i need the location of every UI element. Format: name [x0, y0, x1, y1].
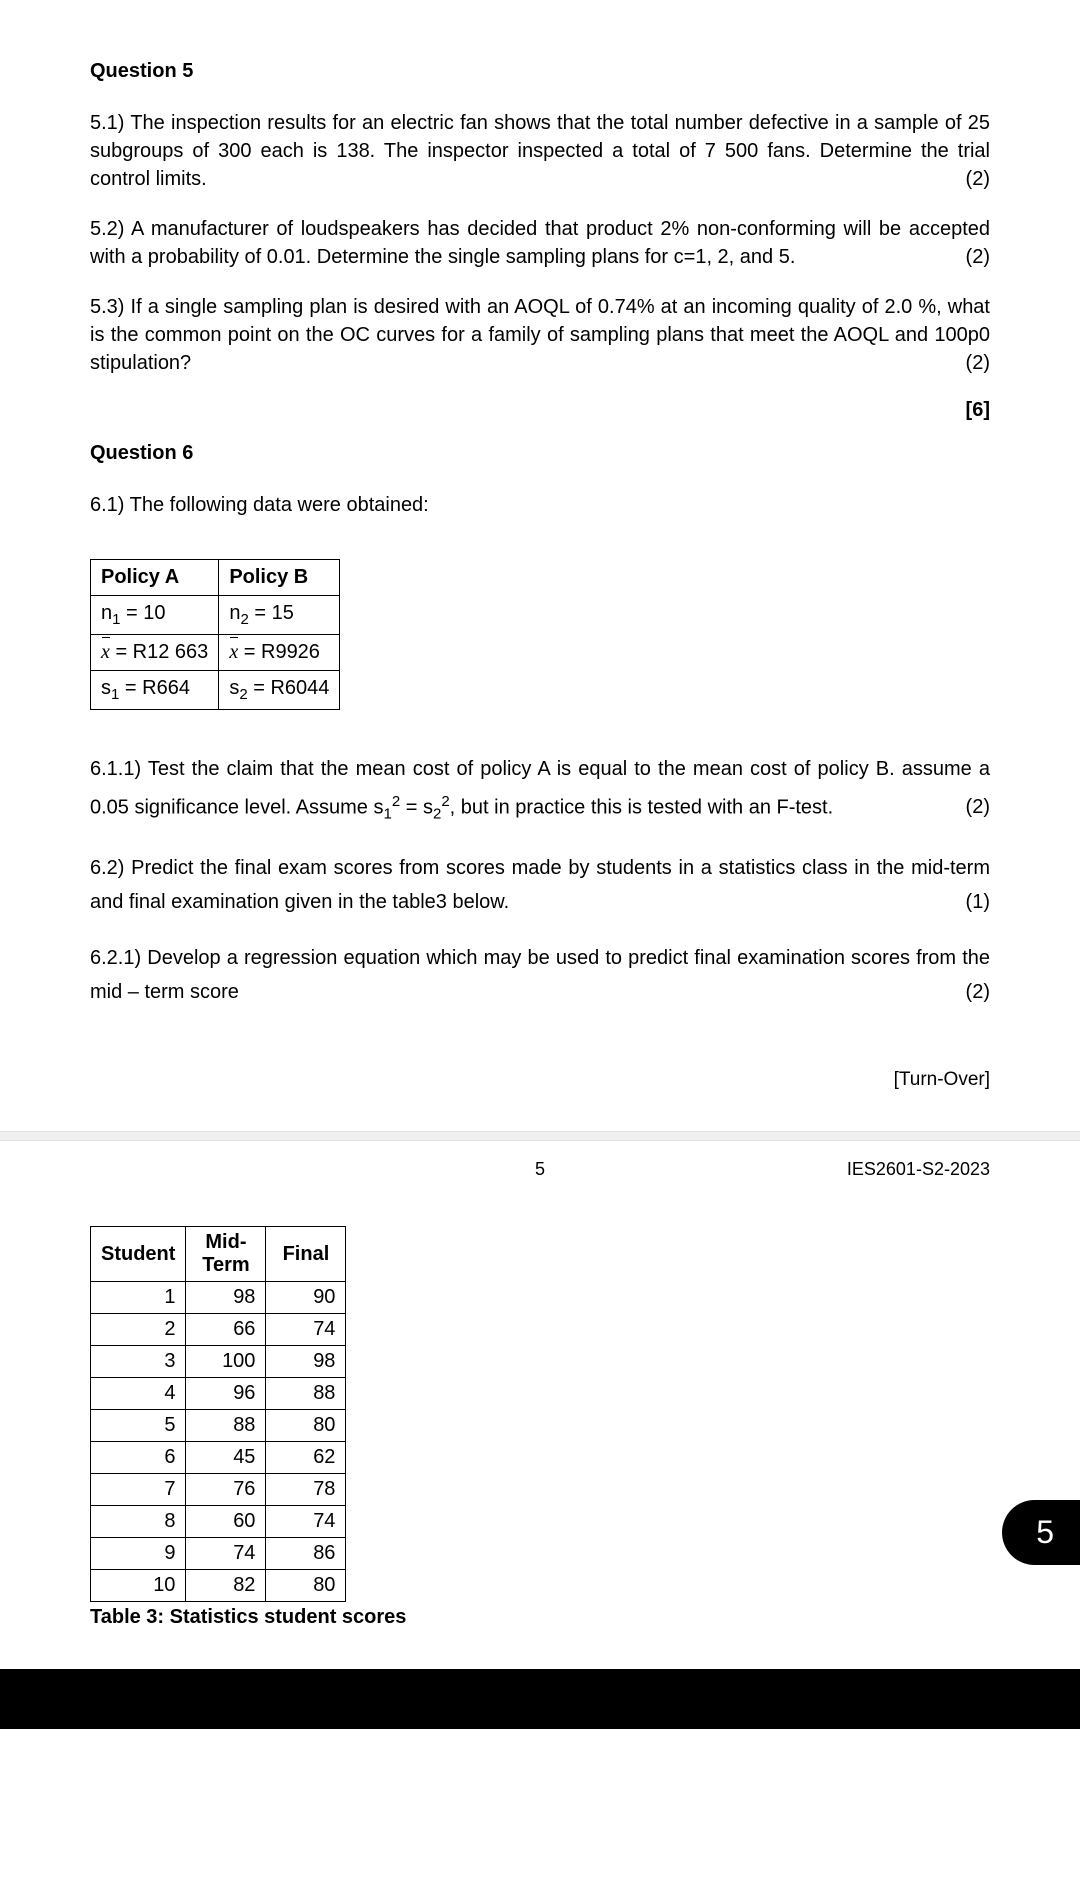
table-cell: 1 — [91, 1282, 186, 1314]
table-cell: 74 — [266, 1314, 346, 1346]
q6-2-para: 6.2) Predict the final exam scores from … — [90, 851, 990, 919]
table-cell: 8 — [91, 1506, 186, 1538]
table-cell: 4 — [91, 1378, 186, 1410]
q5-heading: Question 5 — [90, 60, 990, 83]
table-row: 19890 — [91, 1282, 346, 1314]
table-cell: 7 — [91, 1474, 186, 1506]
turn-over: [Turn-Over] — [90, 1069, 990, 1091]
table-cell: 60 — [186, 1506, 266, 1538]
q62-text: 6.2) Predict the final exam scores from … — [90, 857, 990, 913]
q6-2-1-para: 6.2.1) Develop a regression equation whi… — [90, 941, 990, 1009]
page-upper: Question 5 5.1) The inspection results f… — [0, 0, 1080, 1131]
page-lower: Student Mid-Term Final 19890266743100984… — [0, 1210, 1080, 1669]
table-cell: 10 — [91, 1570, 186, 1602]
table-row: 77678 — [91, 1474, 346, 1506]
table-cell: 74 — [266, 1506, 346, 1538]
table-cell: 88 — [266, 1378, 346, 1410]
q6-heading: Question 6 — [90, 442, 990, 465]
table-cell: 86 — [266, 1538, 346, 1570]
table-cell: 74 — [186, 1538, 266, 1570]
scores-h-final: Final — [266, 1227, 346, 1282]
q5-3-marks: (2) — [966, 349, 990, 377]
scores-table: Student Mid-Term Final 19890266743100984… — [90, 1226, 346, 1602]
table-cell: 62 — [266, 1442, 346, 1474]
table-cell: 90 — [266, 1282, 346, 1314]
table-cell: 66 — [186, 1314, 266, 1346]
q621-text: 6.2.1) Develop a regression equation whi… — [90, 947, 990, 1003]
table-cell: 96 — [186, 1378, 266, 1410]
q5-total: [6] — [90, 399, 990, 422]
policy-a-s: s1 = R664 — [91, 671, 219, 710]
q5-2-text: 5.2) A manufacturer of loudspeakers has … — [90, 218, 990, 268]
table-cell: 80 — [266, 1410, 346, 1442]
table-row: 86074 — [91, 1506, 346, 1538]
q611-c: , but in practice this is tested with an… — [450, 797, 834, 819]
page-break — [0, 1131, 1080, 1141]
q5-3-text: 5.3) If a single sampling plan is desire… — [90, 296, 990, 374]
bottom-strip — [0, 1669, 1080, 1729]
table-cell: 3 — [91, 1346, 186, 1378]
table-cell: 88 — [186, 1410, 266, 1442]
page-footer: 5 IES2601-S2-2023 — [0, 1159, 1080, 1180]
q5-3-para: 5.3) If a single sampling plan is desire… — [90, 293, 990, 377]
table-cell: 76 — [186, 1474, 266, 1506]
q5-1-para: 5.1) The inspection results for an elect… — [90, 109, 990, 193]
scores-caption: Table 3: Statistics student scores — [90, 1606, 990, 1629]
policy-b-header: Policy B — [219, 560, 340, 596]
table-cell: 5 — [91, 1410, 186, 1442]
q5-1-marks: (2) — [966, 165, 990, 193]
q5-2-para: 5.2) A manufacturer of loudspeakers has … — [90, 215, 990, 271]
table-cell: 98 — [186, 1282, 266, 1314]
table-cell: 82 — [186, 1570, 266, 1602]
q611-b: = s — [400, 797, 433, 819]
table-cell: 78 — [266, 1474, 346, 1506]
policy-table: Policy A Policy B n1 = 10 n2 = 15 x = R1… — [90, 559, 340, 710]
q5-1-text: 5.1) The inspection results for an elect… — [90, 112, 990, 190]
q5-2-marks: (2) — [966, 243, 990, 271]
footer-code: IES2601-S2-2023 — [690, 1159, 990, 1180]
q6-1-1-para: 6.1.1) Test the claim that the mean cost… — [90, 750, 990, 829]
policy-b-mean: x = R9926 — [219, 635, 340, 671]
table-cell: 98 — [266, 1346, 346, 1378]
table-row: 97486 — [91, 1538, 346, 1570]
policy-a-mean: x = R12 663 — [91, 635, 219, 671]
q621-marks: (2) — [966, 975, 990, 1009]
table-cell: 100 — [186, 1346, 266, 1378]
table-row: 310098 — [91, 1346, 346, 1378]
q6-1-intro: 6.1) The following data were obtained: — [90, 491, 990, 519]
table-row: 58880 — [91, 1410, 346, 1442]
table-cell: 2 — [91, 1314, 186, 1346]
scores-h-mid: Mid-Term — [186, 1227, 266, 1282]
table-cell: 80 — [266, 1570, 346, 1602]
scores-h-student: Student — [91, 1227, 186, 1282]
table-row: 64562 — [91, 1442, 346, 1474]
policy-b-n: n2 = 15 — [219, 596, 340, 635]
footer-page-number: 5 — [390, 1159, 690, 1180]
page-indicator-badge[interactable]: 5 — [1002, 1500, 1080, 1565]
table-row: 49688 — [91, 1378, 346, 1410]
table-cell: 9 — [91, 1538, 186, 1570]
policy-a-header: Policy A — [91, 560, 219, 596]
q611-marks: (2) — [966, 788, 990, 826]
policy-a-n: n1 = 10 — [91, 596, 219, 635]
table-cell: 45 — [186, 1442, 266, 1474]
table-cell: 6 — [91, 1442, 186, 1474]
q62-marks: (1) — [966, 885, 990, 919]
policy-b-s: s2 = R6044 — [219, 671, 340, 710]
table-row: 108280 — [91, 1570, 346, 1602]
table-row: 26674 — [91, 1314, 346, 1346]
